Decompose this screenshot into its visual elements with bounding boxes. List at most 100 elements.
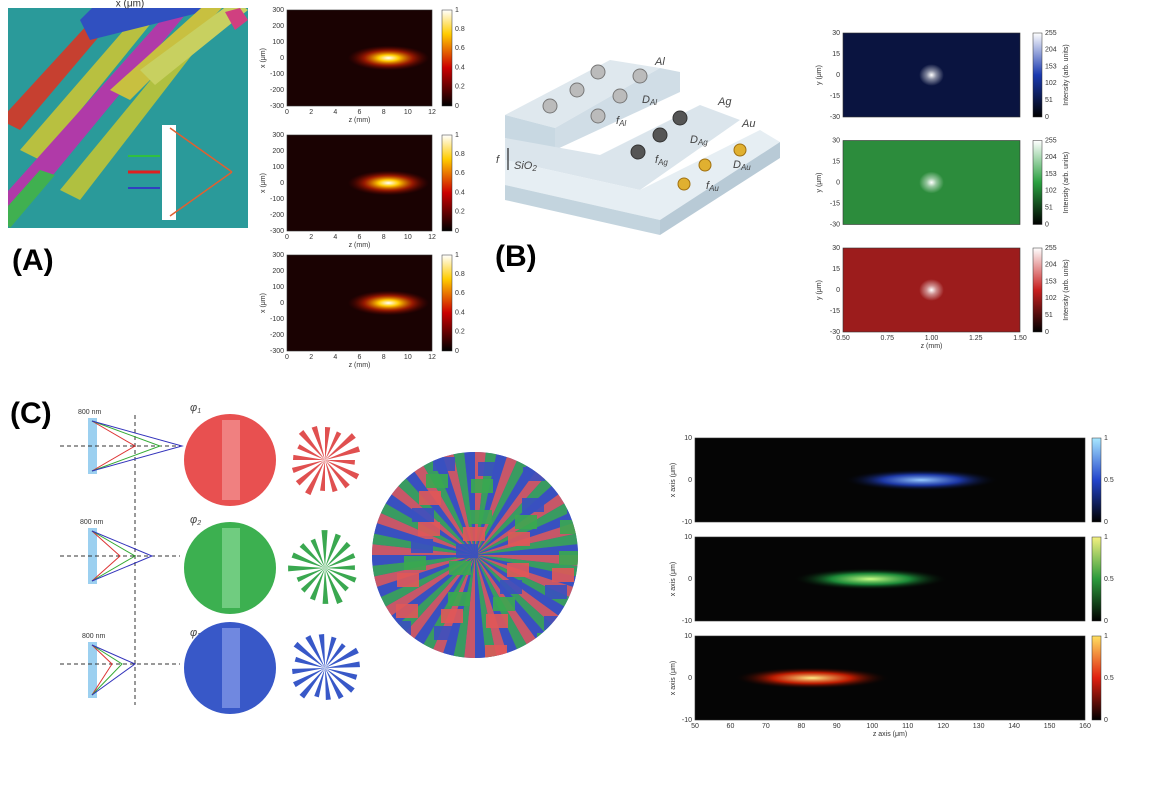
mosaic-block bbox=[552, 568, 574, 582]
mask-wedge bbox=[309, 568, 325, 601]
colorbar-tick-label: 255 bbox=[1045, 137, 1057, 144]
x-tick-label: 6 bbox=[358, 109, 362, 116]
focal-label: DAg bbox=[690, 134, 708, 147]
y-tick-label: -300 bbox=[270, 348, 284, 355]
x-tick-label: 90 bbox=[833, 723, 841, 730]
x-tick-label: 2 bbox=[309, 354, 313, 361]
mask-wedge bbox=[310, 538, 325, 568]
y-tick-label: 0 bbox=[688, 477, 692, 484]
colorbar bbox=[1091, 536, 1102, 622]
mask-wedge bbox=[325, 433, 356, 460]
sparse-masks bbox=[288, 425, 361, 700]
mosaic-wedge bbox=[463, 555, 475, 658]
x-axis-label: z (mm) bbox=[349, 242, 371, 249]
mosaic-block bbox=[530, 650, 552, 658]
mask-wedge bbox=[325, 427, 331, 460]
mask-wedge bbox=[325, 643, 346, 668]
focal-spot bbox=[919, 171, 944, 194]
y-tick-label: 300 bbox=[272, 132, 284, 139]
mask-wedge bbox=[325, 668, 344, 700]
mosaic-block bbox=[523, 467, 545, 481]
mosaic-wedge bbox=[475, 452, 520, 555]
y-tick-label: 300 bbox=[272, 7, 284, 14]
x-tick-label: 1.00 bbox=[925, 335, 939, 342]
y-tick-label: 200 bbox=[272, 148, 284, 155]
lens-diagrams bbox=[60, 415, 184, 705]
metasurface-schematic bbox=[505, 60, 780, 235]
colorbar-tick-label: 255 bbox=[1045, 245, 1057, 252]
mosaic-block bbox=[507, 563, 529, 577]
y-tick-label: 10 bbox=[684, 435, 692, 442]
x-tick-label: 130 bbox=[973, 723, 985, 730]
x-tick-label: 10 bbox=[404, 234, 412, 241]
phase-label: φ2 bbox=[190, 514, 201, 527]
y-tick-label: 100 bbox=[272, 39, 284, 46]
mask-wedge bbox=[320, 460, 325, 491]
y-tick-label: -10 bbox=[682, 519, 692, 526]
colorbar-tick-label: 255 bbox=[1045, 30, 1057, 37]
y-tick-label: 0 bbox=[688, 576, 692, 583]
colorbar-tick-label: 0.4 bbox=[455, 189, 465, 196]
colorbar-tick-label: 0 bbox=[455, 103, 459, 110]
y-tick-label: -30 bbox=[830, 221, 840, 228]
focal-spot bbox=[792, 568, 949, 590]
mask-wedge bbox=[325, 533, 341, 568]
mask-wedge bbox=[305, 460, 325, 496]
mosaic-wedge bbox=[475, 459, 540, 555]
colorbar-tick-label: 0.2 bbox=[455, 84, 465, 91]
colorbar-tick-label: 0.8 bbox=[455, 271, 465, 278]
colorbar bbox=[1091, 635, 1102, 721]
x-tick-label: 60 bbox=[727, 723, 735, 730]
x-axis-label: z (mm) bbox=[349, 362, 371, 369]
mask-wedge bbox=[299, 668, 325, 699]
x-tick-label: 4 bbox=[333, 234, 337, 241]
colorbar-tick-label: 1 bbox=[455, 252, 459, 259]
focal-label: fAl bbox=[616, 115, 626, 128]
colorbar-label: Intensity (arb. units) bbox=[1063, 259, 1070, 320]
phase-label: φ1 bbox=[190, 402, 201, 415]
mask-wedge bbox=[325, 568, 343, 605]
mask-wedge bbox=[325, 460, 350, 489]
mask-wedge bbox=[325, 460, 355, 465]
colorbar-tick-label: 0.4 bbox=[455, 309, 465, 316]
panel-label: (C) bbox=[10, 397, 52, 430]
colorbar-tick-label: 51 bbox=[1045, 205, 1053, 212]
mosaic-block bbox=[382, 638, 404, 652]
colorbar-tick-label: 0 bbox=[1104, 717, 1108, 724]
focal-spot bbox=[919, 279, 944, 301]
mask-wedge bbox=[298, 430, 325, 460]
x-tick-label: 10 bbox=[404, 109, 412, 116]
y-axis-label: x (μm) bbox=[260, 48, 267, 68]
y-tick-label: 100 bbox=[272, 284, 284, 291]
focal-label: DAl bbox=[642, 94, 657, 107]
x-tick-label: 70 bbox=[762, 723, 770, 730]
colorbar-tick-label: 102 bbox=[1045, 80, 1057, 87]
focal-spot bbox=[347, 290, 430, 316]
mosaic-wedge bbox=[372, 555, 475, 589]
colorbar-tick-label: 0 bbox=[1104, 519, 1108, 526]
y-tick-label: 0 bbox=[688, 675, 692, 682]
mask-wedge bbox=[295, 460, 325, 486]
mask-wedge bbox=[299, 543, 325, 568]
mosaic-block bbox=[404, 556, 426, 570]
mosaic-wedge bbox=[393, 473, 475, 555]
mosaic-wedge bbox=[474, 555, 487, 658]
y-tick-label: 30 bbox=[832, 30, 840, 37]
x-tick-label: 0.75 bbox=[880, 335, 894, 342]
focal-label: DAu bbox=[733, 159, 751, 172]
colorbar-label: Intensity (arb. units) bbox=[1063, 44, 1070, 105]
panel-label: (A) bbox=[12, 244, 54, 277]
mosaic-wedge bbox=[372, 520, 475, 555]
mosaic-block bbox=[397, 573, 419, 587]
mask-wedge bbox=[325, 647, 359, 668]
mask-wedge bbox=[325, 668, 355, 693]
thickness-label: f bbox=[496, 154, 500, 166]
y-tick-label: -200 bbox=[270, 212, 284, 219]
mosaic-wedge bbox=[475, 555, 509, 658]
mosaic-wedge bbox=[475, 555, 557, 637]
mosaic-wedge bbox=[410, 555, 475, 651]
mosaic-wedge bbox=[475, 555, 578, 567]
wavelength-label: 800 nm bbox=[82, 633, 106, 640]
x-axis-label: z axis (μm) bbox=[873, 731, 907, 738]
colorbar-tick-label: 0 bbox=[1045, 114, 1049, 121]
